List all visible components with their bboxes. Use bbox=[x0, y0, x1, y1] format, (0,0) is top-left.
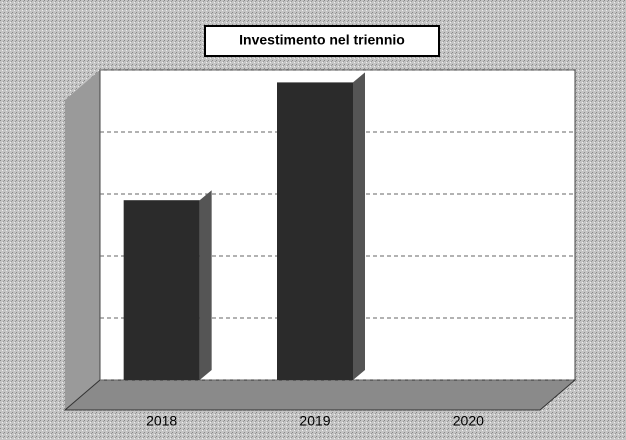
bar-side bbox=[353, 72, 365, 381]
x-tick-label: 2018 bbox=[146, 413, 177, 429]
chart-title: Investimento nel triennio bbox=[239, 32, 405, 48]
bar bbox=[277, 82, 353, 381]
floor bbox=[63, 379, 577, 411]
x-tick-label: 2019 bbox=[299, 413, 330, 429]
side-wall bbox=[65, 70, 100, 410]
x-tick-label: 2020 bbox=[453, 413, 484, 429]
title-box bbox=[204, 25, 440, 57]
bar-side bbox=[199, 190, 212, 380]
bar bbox=[123, 200, 200, 380]
